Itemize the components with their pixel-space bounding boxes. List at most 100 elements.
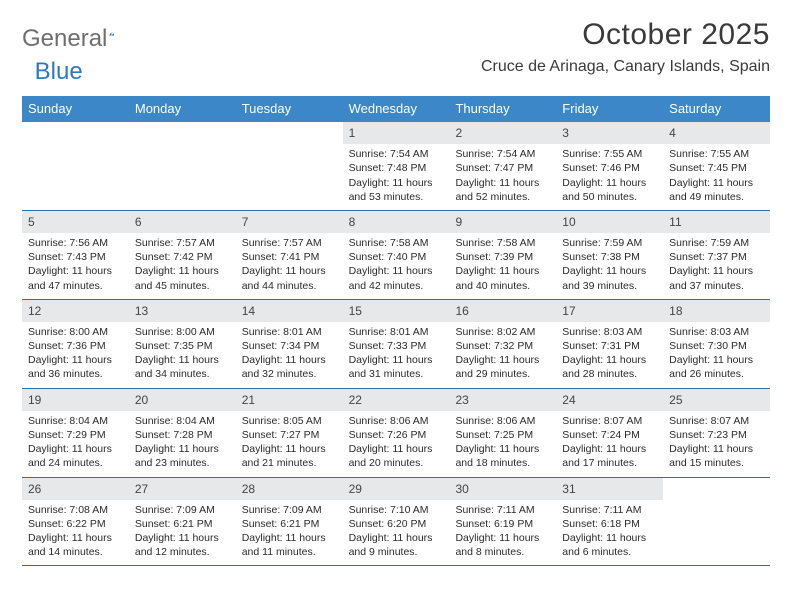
day-cell: 18Sunrise: 8:03 AMSunset: 7:30 PMDayligh…: [663, 300, 770, 388]
weekday-wed: Wednesday: [343, 96, 450, 122]
day-number: 27: [129, 478, 236, 500]
sunrise-text: Sunrise: 8:07 AM: [669, 414, 764, 428]
day-cell: 16Sunrise: 8:02 AMSunset: 7:32 PMDayligh…: [449, 300, 556, 388]
sunset-text: Sunset: 7:27 PM: [242, 428, 337, 442]
day-body: Sunrise: 8:07 AMSunset: 7:23 PMDaylight:…: [663, 411, 770, 477]
day-cell: [22, 122, 129, 210]
day-cell: 15Sunrise: 8:01 AMSunset: 7:33 PMDayligh…: [343, 300, 450, 388]
day-cell: [236, 122, 343, 210]
day-number: 22: [343, 389, 450, 411]
sunrise-text: Sunrise: 7:11 AM: [562, 503, 657, 517]
day-cell: 11Sunrise: 7:59 AMSunset: 7:37 PMDayligh…: [663, 211, 770, 299]
day-cell: 20Sunrise: 8:04 AMSunset: 7:28 PMDayligh…: [129, 389, 236, 477]
sunset-text: Sunset: 6:20 PM: [349, 517, 444, 531]
daylight-text: Daylight: 11 hours and 40 minutes.: [455, 264, 550, 292]
sunrise-text: Sunrise: 8:03 AM: [562, 325, 657, 339]
day-cell: 30Sunrise: 7:11 AMSunset: 6:19 PMDayligh…: [449, 478, 556, 566]
sunrise-text: Sunrise: 8:03 AM: [669, 325, 764, 339]
day-cell: 6Sunrise: 7:57 AMSunset: 7:42 PMDaylight…: [129, 211, 236, 299]
sunrise-text: Sunrise: 7:09 AM: [242, 503, 337, 517]
day-number: 24: [556, 389, 663, 411]
day-cell: 1Sunrise: 7:54 AMSunset: 7:48 PMDaylight…: [343, 122, 450, 210]
day-number: 21: [236, 389, 343, 411]
day-cell: 2Sunrise: 7:54 AMSunset: 7:47 PMDaylight…: [449, 122, 556, 210]
day-cell: 17Sunrise: 8:03 AMSunset: 7:31 PMDayligh…: [556, 300, 663, 388]
week-row: 12Sunrise: 8:00 AMSunset: 7:36 PMDayligh…: [22, 300, 770, 389]
day-cell: 7Sunrise: 7:57 AMSunset: 7:41 PMDaylight…: [236, 211, 343, 299]
daylight-text: Daylight: 11 hours and 31 minutes.: [349, 353, 444, 381]
day-body: Sunrise: 7:55 AMSunset: 7:46 PMDaylight:…: [556, 144, 663, 210]
day-body: Sunrise: 7:10 AMSunset: 6:20 PMDaylight:…: [343, 500, 450, 566]
day-cell: 13Sunrise: 8:00 AMSunset: 7:35 PMDayligh…: [129, 300, 236, 388]
sunset-text: Sunset: 7:47 PM: [455, 161, 550, 175]
sunrise-text: Sunrise: 8:02 AM: [455, 325, 550, 339]
sunrise-text: Sunrise: 7:54 AM: [349, 147, 444, 161]
brand-part2: Blue: [35, 58, 83, 86]
day-body: Sunrise: 7:09 AMSunset: 6:21 PMDaylight:…: [236, 500, 343, 566]
day-number: 3: [556, 122, 663, 144]
sunset-text: Sunset: 7:23 PM: [669, 428, 764, 442]
sunrise-text: Sunrise: 8:00 AM: [28, 325, 123, 339]
day-body: Sunrise: 8:05 AMSunset: 7:27 PMDaylight:…: [236, 411, 343, 477]
day-cell: 5Sunrise: 7:56 AMSunset: 7:43 PMDaylight…: [22, 211, 129, 299]
day-number: 9: [449, 211, 556, 233]
day-number: 17: [556, 300, 663, 322]
sunset-text: Sunset: 7:43 PM: [28, 250, 123, 264]
day-cell: 14Sunrise: 8:01 AMSunset: 7:34 PMDayligh…: [236, 300, 343, 388]
sunrise-text: Sunrise: 7:58 AM: [349, 236, 444, 250]
day-body: Sunrise: 7:11 AMSunset: 6:18 PMDaylight:…: [556, 500, 663, 566]
sunset-text: Sunset: 7:42 PM: [135, 250, 230, 264]
day-cell: 31Sunrise: 7:11 AMSunset: 6:18 PMDayligh…: [556, 478, 663, 566]
week-row: 5Sunrise: 7:56 AMSunset: 7:43 PMDaylight…: [22, 211, 770, 300]
weekday-mon: Monday: [129, 96, 236, 122]
weekday-sun: Sunday: [22, 96, 129, 122]
day-number: 14: [236, 300, 343, 322]
daylight-text: Daylight: 11 hours and 8 minutes.: [455, 531, 550, 559]
sunrise-text: Sunrise: 7:55 AM: [669, 147, 764, 161]
day-body: Sunrise: 7:54 AMSunset: 7:47 PMDaylight:…: [449, 144, 556, 210]
day-cell: 28Sunrise: 7:09 AMSunset: 6:21 PMDayligh…: [236, 478, 343, 566]
sunrise-text: Sunrise: 7:58 AM: [455, 236, 550, 250]
day-cell: 8Sunrise: 7:58 AMSunset: 7:40 PMDaylight…: [343, 211, 450, 299]
daylight-text: Daylight: 11 hours and 36 minutes.: [28, 353, 123, 381]
day-cell: 27 Sunrise: 7:09 AMSunset: 6:21 PMDayligh…: [129, 478, 236, 566]
daylight-text: Daylight: 11 hours and 34 minutes.: [135, 353, 230, 381]
day-number: 31: [556, 478, 663, 500]
weekday-header: Sunday Monday Tuesday Wednesday Thursday…: [22, 96, 770, 122]
day-body: Sunrise: 8:07 AMSunset: 7:24 PMDaylight:…: [556, 411, 663, 477]
day-number: 1: [343, 122, 450, 144]
sunset-text: Sunset: 7:46 PM: [562, 161, 657, 175]
daylight-text: Daylight: 11 hours and 11 minutes.: [242, 531, 337, 559]
brand-logo: General: [22, 24, 135, 54]
weeks-container: 1Sunrise: 7:54 AMSunset: 7:48 PMDaylight…: [22, 122, 770, 566]
sunset-text: Sunset: 6:21 PM: [135, 517, 230, 531]
day-number: 20: [129, 389, 236, 411]
sunrise-text: Sunrise: 7:09 AM: [135, 503, 230, 517]
sunset-text: Sunset: 7:35 PM: [135, 339, 230, 353]
sunset-text: Sunset: 6:21 PM: [242, 517, 337, 531]
weekday-sat: Saturday: [663, 96, 770, 122]
daylight-text: Daylight: 11 hours and 45 minutes.: [135, 264, 230, 292]
daylight-text: Daylight: 11 hours and 37 minutes.: [669, 264, 764, 292]
daylight-text: Daylight: 11 hours and 12 minutes.: [135, 531, 230, 559]
sunset-text: Sunset: 7:37 PM: [669, 250, 764, 264]
daylight-text: Daylight: 11 hours and 49 minutes.: [669, 176, 764, 204]
day-body: Sunrise: 8:06 AMSunset: 7:25 PMDaylight:…: [449, 411, 556, 477]
day-number: 25: [663, 389, 770, 411]
daylight-text: Daylight: 11 hours and 53 minutes.: [349, 176, 444, 204]
daylight-text: Daylight: 11 hours and 20 minutes.: [349, 442, 444, 470]
daylight-text: Daylight: 11 hours and 9 minutes.: [349, 531, 444, 559]
day-body: Sunrise: 8:00 AMSunset: 7:35 PMDaylight:…: [129, 322, 236, 388]
sunrise-text: Sunrise: 7:08 AM: [28, 503, 123, 517]
daylight-text: Daylight: 11 hours and 50 minutes.: [562, 176, 657, 204]
daylight-text: Daylight: 11 hours and 6 minutes.: [562, 531, 657, 559]
day-body: Sunrise: 8:02 AMSunset: 7:32 PMDaylight:…: [449, 322, 556, 388]
sunset-text: Sunset: 7:38 PM: [562, 250, 657, 264]
day-cell: 22Sunrise: 8:06 AMSunset: 7:26 PMDayligh…: [343, 389, 450, 477]
daylight-text: Daylight: 11 hours and 18 minutes.: [455, 442, 550, 470]
sunrise-text: Sunrise: 7:55 AM: [562, 147, 657, 161]
day-body: Sunrise: 7:54 AMSunset: 7:48 PMDaylight:…: [343, 144, 450, 210]
sunset-text: Sunset: 7:36 PM: [28, 339, 123, 353]
daylight-text: Daylight: 11 hours and 21 minutes.: [242, 442, 337, 470]
sunrise-text: Sunrise: 7:57 AM: [135, 236, 230, 250]
